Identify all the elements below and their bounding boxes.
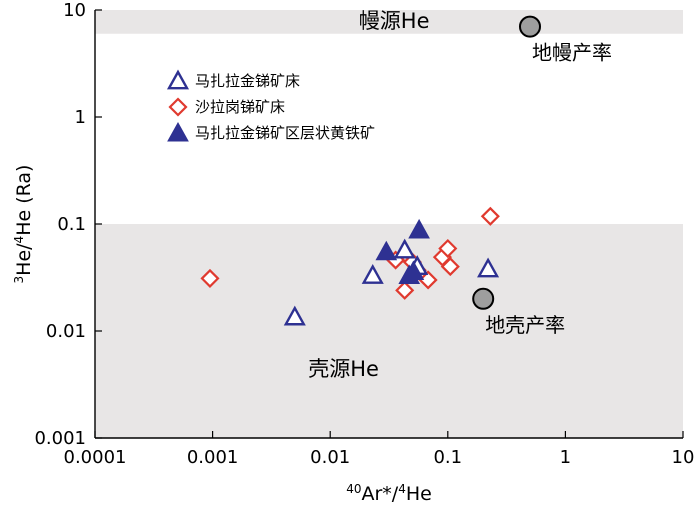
data-point	[393, 238, 416, 259]
legend-item: 马扎拉金锑矿床	[166, 69, 300, 90]
data-point	[438, 238, 458, 259]
data-point	[395, 280, 415, 300]
legend-label: 马扎拉金锑矿床	[195, 72, 300, 90]
data-point	[477, 257, 500, 278]
legend-item: 沙拉岗锑矿床	[168, 97, 285, 117]
legend-marker	[167, 121, 189, 142]
data-point	[440, 257, 460, 277]
data-point	[361, 264, 384, 284]
background-regions	[95, 10, 683, 438]
y-tick-label: 1	[75, 107, 86, 128]
data-point	[375, 240, 398, 261]
legend-item: 马扎拉金锑矿区层状黄铁矿	[167, 121, 375, 142]
x-tick-label: 0.001	[187, 447, 239, 468]
data-points	[200, 206, 500, 326]
data-point	[402, 260, 425, 280]
legend-marker	[168, 97, 188, 117]
legend-label: 沙拉岗锑矿床	[195, 98, 285, 116]
reference-label: 地幔产率	[532, 41, 612, 65]
y-tick-label: 0.01	[46, 321, 86, 342]
region-label: 幔源He	[359, 9, 430, 33]
annotations: 幔源He 壳源He	[308, 9, 429, 381]
x-tick-label: 0.0001	[64, 447, 127, 468]
reference-label: 地壳产率	[485, 313, 565, 337]
region-label: 壳源He	[308, 357, 379, 381]
data-point	[200, 268, 220, 288]
x-axis-title: 40Ar*/4He	[346, 482, 432, 505]
x-tick-label: 10	[672, 447, 695, 468]
data-point	[418, 270, 438, 290]
data-point	[408, 218, 430, 239]
y-axis-title: 3He/4He (Ra)	[12, 165, 35, 284]
data-point	[480, 206, 500, 226]
y-tick-label: 10	[63, 0, 86, 21]
y-tick-label: 0.001	[34, 428, 86, 449]
data-point	[283, 305, 306, 326]
x-tick-label: 0.1	[433, 447, 462, 468]
x-tick-label: 1	[560, 447, 571, 468]
legend-label: 马扎拉金锑矿区层状黄铁矿	[195, 124, 375, 142]
y-tick-label: 0.1	[57, 214, 86, 235]
reference-point	[518, 15, 541, 38]
x-tick-label: 0.01	[310, 447, 350, 468]
legend-marker	[166, 69, 190, 90]
reference-point	[472, 287, 495, 310]
